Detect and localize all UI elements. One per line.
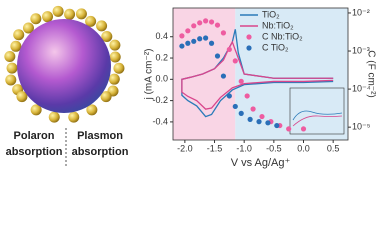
capacitance-point [226,93,232,99]
y-tick-label: -0.4 [152,116,168,126]
capacitance-point [232,58,238,64]
capacitance-point [197,20,203,26]
nanoparticle [109,39,121,51]
nanoparticle [42,11,54,23]
capacitance-point [208,19,215,25]
capacitance-point [238,78,244,84]
capacitance-point [250,106,256,112]
capacitance-point [300,126,307,132]
label-line: absorption [6,146,63,158]
nanoparticle [30,104,42,116]
capacitance-point [203,18,209,24]
nanoparticle [5,74,17,86]
capacitance-point [226,46,232,53]
y2-tick-label: 10⁻³ [352,45,370,55]
y-tick-label: 0.4 [155,31,168,41]
capacitance-point [244,93,250,99]
y2-tick-label: 10⁻⁴ [352,83,371,93]
nanoparticle [10,40,22,52]
capacitance-point [232,103,238,110]
capacitance-point [214,53,221,59]
x-tick-label: -0.5 [266,143,282,153]
nanoparticle [52,5,64,17]
x-axis-label: V vs Ag/Ag⁺ [231,157,291,169]
figure: Polaron absorption Plasmon absorption -2… [4,5,377,169]
capacitance-point [220,30,227,36]
nanoparticle [96,20,108,32]
inset [289,87,345,135]
y-tick-label: 0.2 [155,52,168,62]
nanoparticle [6,62,18,74]
capacitance-point [256,118,262,125]
nanoparticle [64,8,76,20]
y2-tick-label: 10⁻⁵ [352,122,371,132]
capacitance-point [274,122,280,129]
nanoparticles [4,5,125,123]
nanoparticle [109,51,121,63]
nanoparticle [16,91,28,103]
x-tick-label: 0.0 [297,143,310,153]
plot-frame [172,7,349,141]
x-tick-label: 0.5 [327,143,340,153]
nanoparticle [48,111,60,123]
nanoparticle [68,111,80,123]
y2-tick-label: 10⁻² [352,7,370,17]
inset-curve [292,110,343,121]
capacitance-point [197,36,203,42]
capacitance-point [214,22,221,28]
label-line: absorption [72,146,129,158]
capacitance-point [185,40,191,46]
label-line: Plasmon [77,130,123,142]
capacitance-point [208,40,215,46]
y2-axis-label: C (F cm⁻²) [365,50,376,98]
nanoparticle [100,91,112,103]
capacitance-point [247,116,253,122]
sphere [17,19,111,113]
nanoparticle [22,22,34,34]
plot: -2.0 -1.5 -1.0 -0.5 0.0 0.5 0.4 0.2 0.0 -0.2 -0.4 1… [144,7,377,169]
capacitance-point [203,35,209,41]
nanoparticle [13,29,25,41]
legend-label: Nb:TiO₂ [262,20,294,30]
capacitance-point [191,23,197,29]
nanoparticle [30,13,42,25]
nanoparticle [4,50,16,62]
nanoparticle [75,8,87,20]
nanoparticle [85,15,97,27]
legend-dot [246,45,252,51]
capacitance-point [238,110,244,116]
capacitance-point [220,73,227,79]
legend-dot [246,34,252,40]
x-tick-label: -2.0 [177,143,193,153]
nanoparticle [108,73,120,85]
legend-label: C Nb:TiO₂ [262,31,303,41]
x-tick-label: -1.0 [236,143,252,153]
legend-label: TiO₂ [262,9,280,19]
capacitance-point [265,120,271,126]
nanoparticle [113,62,125,74]
capacitance-point [259,113,265,120]
y-tick-label: 0.0 [155,74,168,84]
capacitance-point [179,33,185,39]
shaded-span [235,8,348,140]
capacitance-point [179,43,185,49]
capacitance-point [286,126,292,132]
capacitance-point [191,38,197,44]
y-axis-label: j (mA cm⁻²) [144,49,155,101]
inset-curve [292,115,343,127]
legend-label: C TiO₂ [262,42,289,52]
y-tick-label: -0.2 [152,95,168,105]
label-line: Polaron [14,130,55,142]
x-tick-label: -1.5 [207,143,223,153]
nanoparticle [101,30,113,42]
nanoparticle [86,104,98,116]
cv-curve [181,40,334,110]
capacitance-point [185,28,191,34]
